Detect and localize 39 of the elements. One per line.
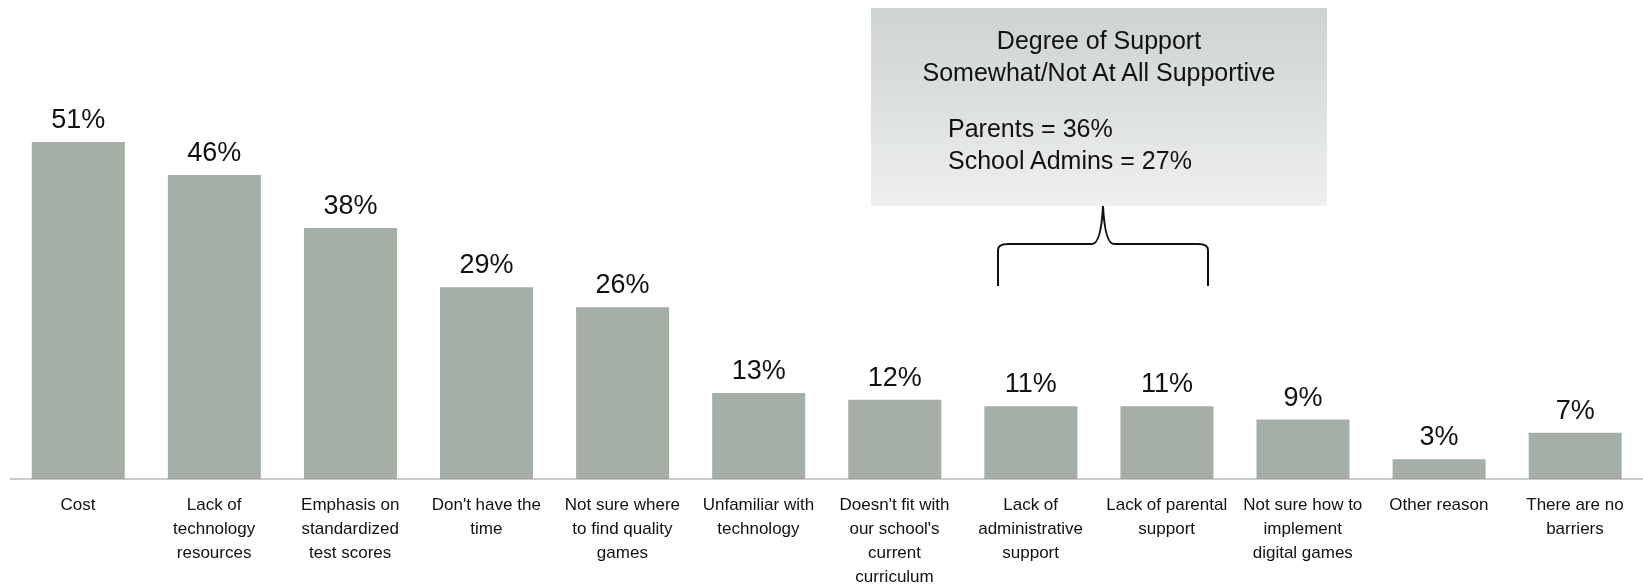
- annotation: School Admins = 27%: [947, 145, 1193, 176]
- bar: [303, 227, 397, 479]
- data-label: 11%: [1004, 368, 1057, 399]
- data-label: 12%: [867, 361, 922, 392]
- data-label: 29%: [459, 249, 514, 280]
- x-tick-label: There are no barriers: [1526, 495, 1624, 538]
- data-label: 46%: [187, 137, 242, 168]
- data-label: 13%: [731, 355, 786, 386]
- data-label: 7%: [1555, 394, 1595, 425]
- bar: [984, 406, 1078, 479]
- x-tick-label: Other reason: [1389, 495, 1489, 514]
- bar: [1256, 419, 1350, 479]
- x-tick-label: Doesn't fit with our school's current curriculum: [839, 495, 950, 586]
- x-tick-label: Unfamiliar with technology: [702, 495, 815, 538]
- x-tick-label: Lack of technology resources: [173, 495, 256, 562]
- bar: [848, 399, 942, 479]
- bar: [31, 142, 125, 479]
- data-label: 38%: [323, 189, 378, 220]
- callout-box: Degree of Support Somewhat/Not At All Supportive Parents = 36% School Admins = 27%: [871, 8, 1327, 206]
- annotation: Parents = 36%: [947, 113, 1114, 144]
- x-tick-label: Not sure how to implement digital games: [1243, 495, 1363, 562]
- data-label: 51%: [51, 104, 106, 134]
- data-label: 9%: [1283, 381, 1323, 412]
- bar: [440, 287, 534, 479]
- bar: [1120, 406, 1214, 479]
- x-tick-label: Not sure where to find quality games: [564, 495, 681, 562]
- data-label: 11%: [1140, 368, 1193, 399]
- bar: [712, 393, 806, 479]
- bar: [167, 175, 261, 479]
- data-label: 26%: [595, 269, 650, 300]
- x-tick-label: Emphasis on standardized test scores: [301, 495, 400, 562]
- bar: [1528, 432, 1622, 479]
- x-tick-label: Lack of administrative support: [978, 495, 1084, 562]
- x-tick-label: Cost: [60, 495, 96, 514]
- bar: [1392, 459, 1486, 479]
- x-tick-label: Lack of parental support: [1106, 495, 1228, 538]
- bar: [576, 307, 670, 479]
- data-label: 3%: [1419, 421, 1459, 452]
- x-tick-label: Don't have the time: [431, 495, 541, 538]
